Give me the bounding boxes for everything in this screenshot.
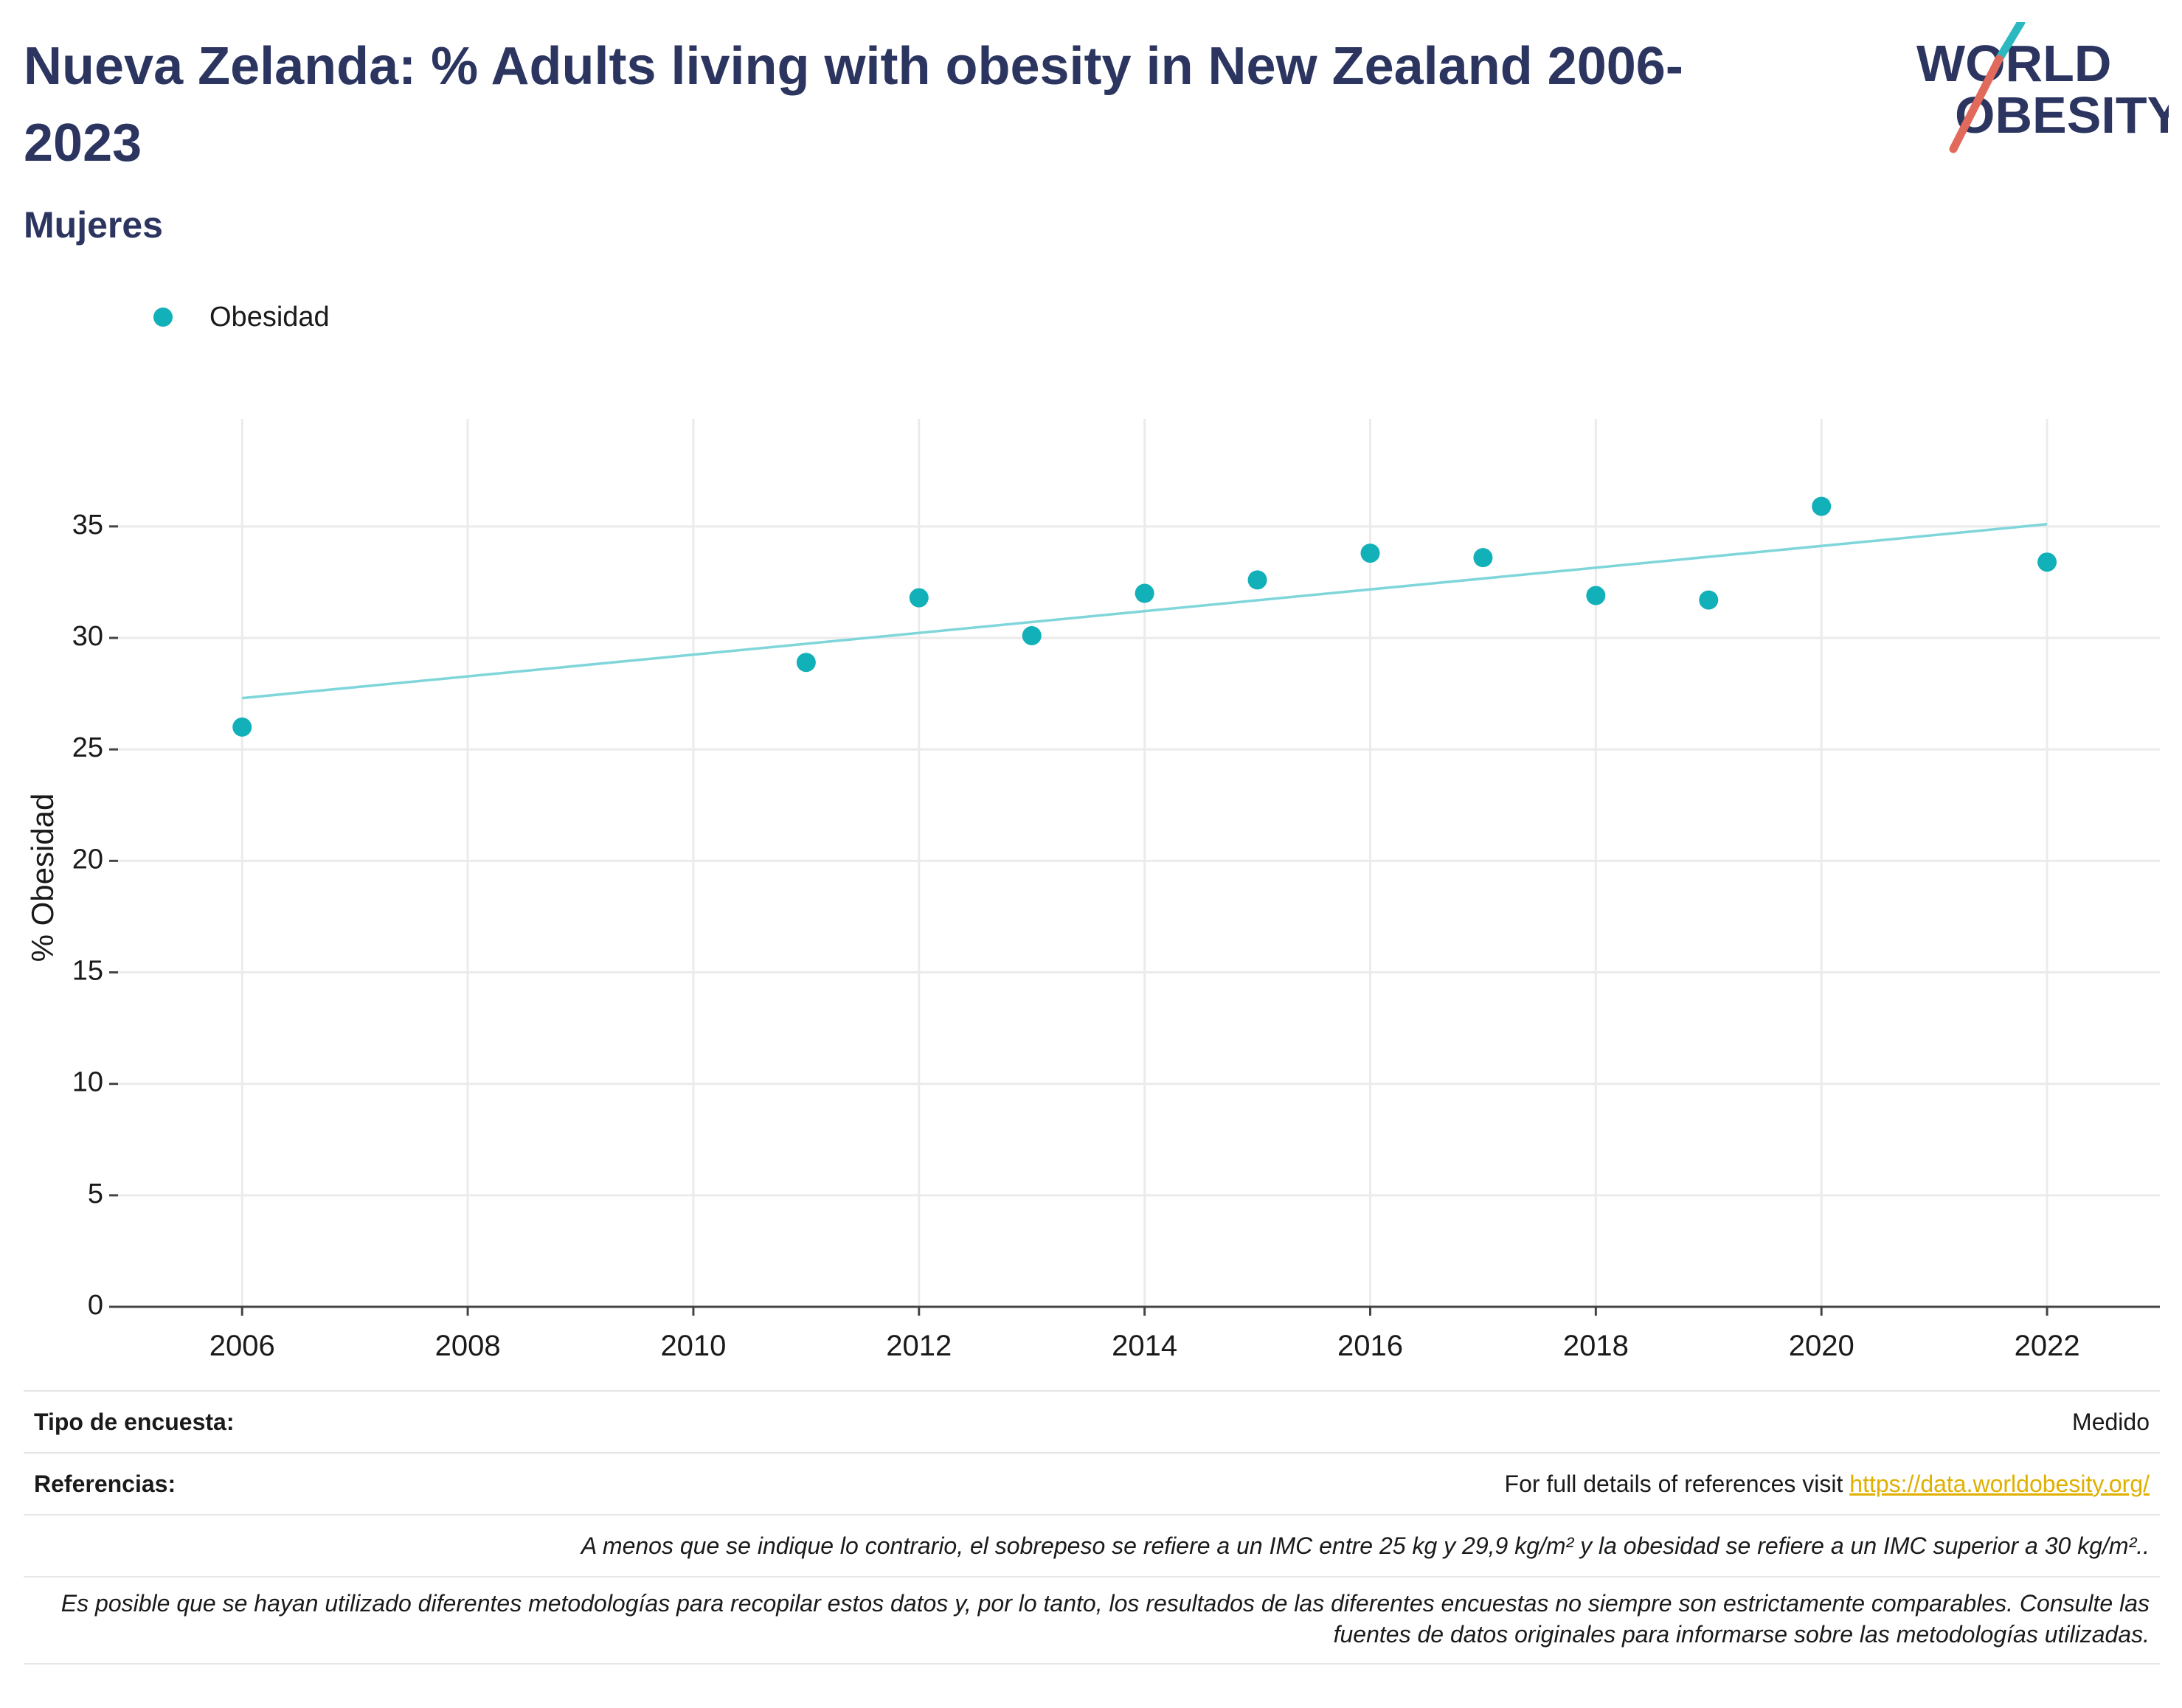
x-tick-label: 2010 bbox=[660, 1330, 726, 1362]
logo-word-obesity: OBESITY bbox=[1955, 86, 2169, 144]
footer-survey-row: Tipo de encuesta: Medido bbox=[24, 1390, 2160, 1452]
data-point bbox=[1135, 583, 1154, 603]
logo-slash-teal bbox=[1995, 22, 2026, 63]
legend-marker bbox=[153, 308, 173, 327]
chart-legend[interactable]: Obesidad bbox=[153, 295, 330, 339]
y-tick-label: 10 bbox=[72, 1067, 103, 1098]
data-point bbox=[1022, 625, 1042, 645]
logo-slash-red bbox=[1949, 55, 2003, 153]
references-label: Referencias: bbox=[34, 1470, 176, 1497]
legend-label: Obesidad bbox=[209, 301, 330, 333]
references-link[interactable]: https://data.worldobesity.org/ bbox=[1849, 1470, 2150, 1497]
data-point bbox=[1699, 590, 1719, 610]
y-tick-label: 5 bbox=[88, 1178, 103, 1209]
y-tick-label: 15 bbox=[72, 956, 103, 987]
references-text: For full details of references visit bbox=[1504, 1470, 1850, 1497]
x-tick-label: 2018 bbox=[1563, 1330, 1629, 1362]
footer-note-row-1: A menos que se indique lo contrario, el … bbox=[24, 1514, 2160, 1576]
data-point bbox=[1360, 544, 1380, 563]
references-text-wrap: For full details of references visit htt… bbox=[1505, 1471, 2150, 1498]
x-tick-label: 2022 bbox=[2015, 1330, 2080, 1362]
survey-type-value: Medido bbox=[2072, 1408, 2150, 1435]
methodology-note: Es posible que se hayan utilizado difere… bbox=[60, 1590, 2150, 1648]
chart-footer: Tipo de encuesta: Medido Referencias: Fo… bbox=[24, 1390, 2160, 1664]
data-point bbox=[1247, 570, 1267, 590]
scatter-chart: 0 5 10 15 20 25 30 35 2006 2008 2010 2012 2014 2016 20… bbox=[25, 419, 2160, 1362]
x-tick-label: 2014 bbox=[1112, 1330, 1177, 1362]
x-tick-label: 2006 bbox=[209, 1330, 275, 1362]
footer-references-row: Referencias: For full details of referen… bbox=[24, 1452, 2160, 1514]
chart-subtitle: Mujeres bbox=[24, 204, 163, 246]
data-point bbox=[1812, 496, 1832, 516]
y-tick-label: 0 bbox=[88, 1290, 103, 1321]
y-tick-label: 35 bbox=[72, 510, 103, 541]
survey-type-label: Tipo de encuesta: bbox=[34, 1408, 235, 1435]
data-point bbox=[1586, 586, 1606, 605]
chart-title: Nueva Zelanda: % Adults living with obes… bbox=[24, 37, 1683, 173]
data-point bbox=[2037, 552, 2057, 572]
data-point bbox=[796, 653, 816, 673]
y-tick-label: 25 bbox=[72, 732, 103, 763]
world-obesity-logo: WORLD OBESITY bbox=[1916, 22, 2169, 153]
x-tick-label: 2012 bbox=[886, 1330, 952, 1362]
logo-word-world: WORLD bbox=[1916, 35, 2111, 92]
data-point bbox=[232, 717, 252, 737]
footer-note-row-2: Es posible que se hayan utilizado difere… bbox=[24, 1576, 2160, 1664]
data-point bbox=[909, 588, 929, 608]
bmi-definition-note: A menos que se indique lo contrario, el … bbox=[581, 1532, 2150, 1559]
x-tick-label: 2020 bbox=[1789, 1330, 1854, 1362]
data-point bbox=[1473, 548, 1493, 568]
y-tick-label: 30 bbox=[72, 621, 103, 652]
y-tick-label: 20 bbox=[72, 844, 103, 875]
x-tick-label: 2008 bbox=[435, 1330, 501, 1362]
x-tick-label: 2016 bbox=[1337, 1330, 1403, 1362]
y-axis-label: % Obesidad bbox=[25, 794, 60, 962]
trend-line bbox=[242, 523, 2048, 700]
